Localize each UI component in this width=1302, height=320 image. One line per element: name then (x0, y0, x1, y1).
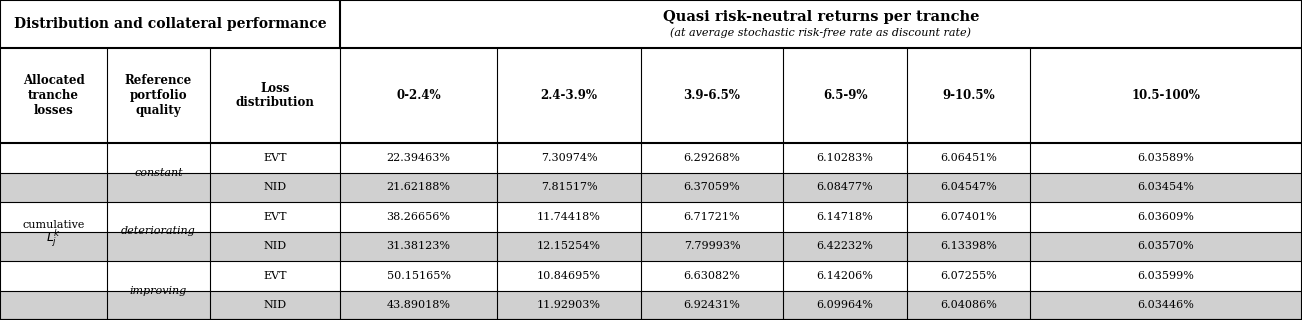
Text: 38.26656%: 38.26656% (387, 212, 450, 222)
Text: 6.03454%: 6.03454% (1138, 182, 1194, 192)
Text: Quasi risk-neutral returns per tranche: Quasi risk-neutral returns per tranche (663, 10, 979, 24)
Bar (0, 0, 1302, 143)
Text: 6.03446%: 6.03446% (1138, 300, 1194, 310)
Text: 21.62188%: 21.62188% (387, 182, 450, 192)
Bar (0, 143, 1302, 172)
Text: 6.09964%: 6.09964% (816, 300, 874, 310)
Text: 7.30974%: 7.30974% (540, 153, 598, 163)
Text: 9-10.5%: 9-10.5% (943, 89, 995, 102)
Text: 6.07255%: 6.07255% (940, 271, 997, 281)
Text: 6.07401%: 6.07401% (940, 212, 997, 222)
Text: 6.03589%: 6.03589% (1138, 153, 1194, 163)
Text: Loss
distribution: Loss distribution (236, 82, 315, 109)
Text: 10.5-100%: 10.5-100% (1131, 89, 1200, 102)
Text: 12.15254%: 12.15254% (536, 241, 602, 251)
Text: 11.74418%: 11.74418% (536, 212, 602, 222)
Text: (at average stochastic risk-free rate as discount rate): (at average stochastic risk-free rate as… (671, 28, 971, 38)
Text: 6.04547%: 6.04547% (940, 182, 997, 192)
Text: 6.08477%: 6.08477% (816, 182, 874, 192)
Text: cumulative: cumulative (22, 220, 85, 230)
Text: 7.79993%: 7.79993% (684, 241, 741, 251)
Bar (0, 291, 1302, 320)
Text: Distribution and collateral performance: Distribution and collateral performance (14, 17, 327, 31)
Text: NID: NID (263, 241, 286, 251)
Text: 11.92903%: 11.92903% (536, 300, 602, 310)
Text: 6.04086%: 6.04086% (940, 300, 997, 310)
Text: 6.03609%: 6.03609% (1138, 212, 1194, 222)
Text: 7.81517%: 7.81517% (540, 182, 598, 192)
Bar (0, 172, 1302, 202)
Text: 31.38123%: 31.38123% (387, 241, 450, 251)
Text: 2.4-3.9%: 2.4-3.9% (540, 89, 598, 102)
Text: constant: constant (134, 167, 182, 178)
Bar (0, 231, 1302, 261)
Text: NID: NID (263, 182, 286, 192)
Text: 6.13398%: 6.13398% (940, 241, 997, 251)
Text: 6.14206%: 6.14206% (816, 271, 874, 281)
Text: 22.39463%: 22.39463% (387, 153, 450, 163)
Text: 50.15165%: 50.15165% (387, 271, 450, 281)
Bar (0, 261, 1302, 291)
Text: 10.84695%: 10.84695% (536, 271, 602, 281)
Text: NID: NID (263, 300, 286, 310)
Text: 6.03570%: 6.03570% (1138, 241, 1194, 251)
Text: 6.37059%: 6.37059% (684, 182, 741, 192)
Text: 6.92431%: 6.92431% (684, 300, 741, 310)
Text: 6.63082%: 6.63082% (684, 271, 741, 281)
Bar (0, 202, 1302, 231)
Text: deteriorating: deteriorating (121, 227, 195, 236)
Text: 6.14718%: 6.14718% (816, 212, 874, 222)
Text: 6.06451%: 6.06451% (940, 153, 997, 163)
Text: 6.42232%: 6.42232% (816, 241, 874, 251)
Text: $L_j^k$: $L_j^k$ (46, 228, 61, 249)
Text: EVT: EVT (263, 271, 286, 281)
Text: 6.5-9%: 6.5-9% (823, 89, 867, 102)
Text: improving: improving (130, 285, 187, 295)
Text: 6.03599%: 6.03599% (1138, 271, 1194, 281)
Text: 3.9-6.5%: 3.9-6.5% (684, 89, 741, 102)
Text: 6.29268%: 6.29268% (684, 153, 741, 163)
Text: EVT: EVT (263, 212, 286, 222)
Text: EVT: EVT (263, 153, 286, 163)
Text: 6.10283%: 6.10283% (816, 153, 874, 163)
Text: 43.89018%: 43.89018% (387, 300, 450, 310)
Text: 0-2.4%: 0-2.4% (396, 89, 441, 102)
Text: 6.71721%: 6.71721% (684, 212, 741, 222)
Text: Reference
portfolio
quality: Reference portfolio quality (125, 74, 193, 117)
Text: Allocated
tranche
losses: Allocated tranche losses (22, 74, 85, 117)
